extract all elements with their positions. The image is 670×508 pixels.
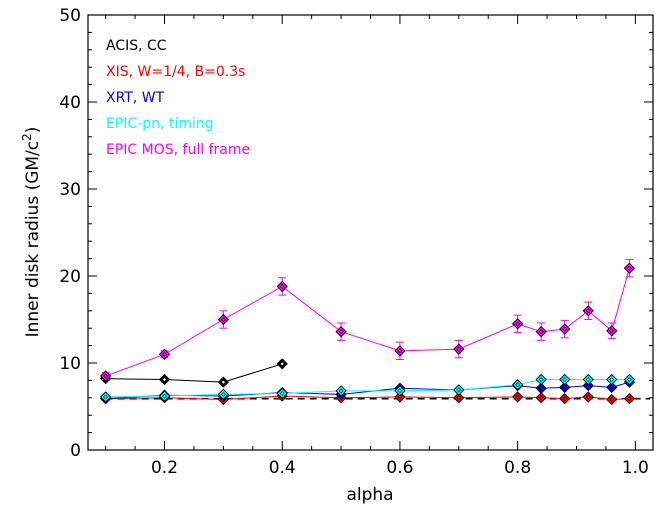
- legend-entry: XIS, W=1/4, B=0.3s: [106, 64, 245, 80]
- data-point-core: [627, 377, 632, 382]
- legend: ACIS, CC XIS, W=1/4, B=0.3s XRT, WT EPIC-pn…: [106, 38, 250, 158]
- series-1: [100, 390, 636, 406]
- data-point-core: [338, 329, 344, 335]
- legend-entry: EPIC MOS, full frame: [106, 142, 250, 158]
- data-point-core: [162, 393, 167, 399]
- data-point-core: [103, 394, 109, 400]
- data-point-core: [279, 284, 285, 289]
- legend-entry: EPIC-pn, timing: [106, 116, 214, 132]
- data-point-core: [609, 397, 615, 402]
- data-point-core: [562, 377, 568, 382]
- data-point-core: [562, 326, 568, 332]
- data-point-core: [585, 377, 591, 382]
- data-point-core: [609, 384, 615, 390]
- series-0: [100, 358, 288, 388]
- data-point-core: [456, 395, 462, 401]
- y-axis-label-sup: 2: [20, 133, 34, 141]
- x-tick-label: 0.6: [386, 458, 413, 478]
- data-point-core: [538, 329, 544, 335]
- data-point-core: [562, 396, 568, 402]
- data-point-core: [538, 377, 544, 382]
- y-axis-label: Inner disk radius (GM/c2): [20, 127, 43, 338]
- x-tick-label: 1.0: [622, 458, 649, 478]
- data-point-core: [585, 394, 591, 400]
- data-point-core: [162, 377, 167, 382]
- data-point-core: [220, 379, 226, 385]
- x-tick-label: 0.8: [504, 458, 531, 478]
- data-point-core: [279, 391, 285, 396]
- series-3: [100, 373, 636, 403]
- y-axis-label-end: ): [23, 127, 43, 134]
- x-axis-label: alpha: [346, 485, 393, 505]
- data-point-core: [609, 377, 615, 382]
- data-point-core: [609, 328, 615, 334]
- data-point-core: [456, 346, 462, 352]
- data-point-core: [220, 391, 226, 397]
- y-tick-label: 40: [59, 93, 81, 113]
- data-point-core: [220, 317, 226, 322]
- series-line: [105, 268, 630, 377]
- data-point-core: [538, 385, 544, 391]
- series-4: [100, 258, 636, 382]
- data-point-core: [538, 395, 544, 401]
- data-point-core: [515, 321, 521, 327]
- data-point-core: [585, 383, 591, 389]
- data-point-core: [397, 394, 403, 400]
- data-point-core: [515, 394, 521, 400]
- data-point-core: [515, 382, 521, 388]
- y-tick-label: 0: [70, 441, 81, 461]
- data-point-core: [103, 373, 109, 379]
- legend-entry: ACIS, CC: [106, 38, 167, 54]
- data-point-core: [279, 361, 285, 367]
- y-tick-label: 20: [59, 267, 81, 287]
- legend-entry: XRT, WT: [106, 90, 165, 106]
- data-point-core: [627, 265, 632, 271]
- axis-ticks: 0.2 0.4 0.6 0.8 1.0 0 10 20 30 40 50: [59, 6, 653, 478]
- data-point-core: [397, 348, 403, 354]
- x-tick-label: 0.4: [269, 458, 296, 478]
- data-point-core: [338, 388, 344, 394]
- data-point-core: [397, 388, 403, 394]
- series-group: [100, 258, 636, 406]
- plot-frame: [87, 14, 654, 451]
- x-tick-label: 0.2: [151, 458, 178, 478]
- y-tick-label: 30: [59, 180, 81, 200]
- data-point-core: [162, 351, 167, 357]
- data-point-core: [585, 308, 591, 314]
- y-tick-label: 50: [59, 6, 81, 26]
- data-point-core: [456, 387, 462, 393]
- series-line: [105, 363, 283, 383]
- y-tick-label: 10: [59, 354, 81, 374]
- data-point-core: [627, 396, 632, 402]
- y-axis-label-main: Inner disk radius (GM/c: [23, 141, 43, 338]
- data-point-core: [562, 384, 568, 390]
